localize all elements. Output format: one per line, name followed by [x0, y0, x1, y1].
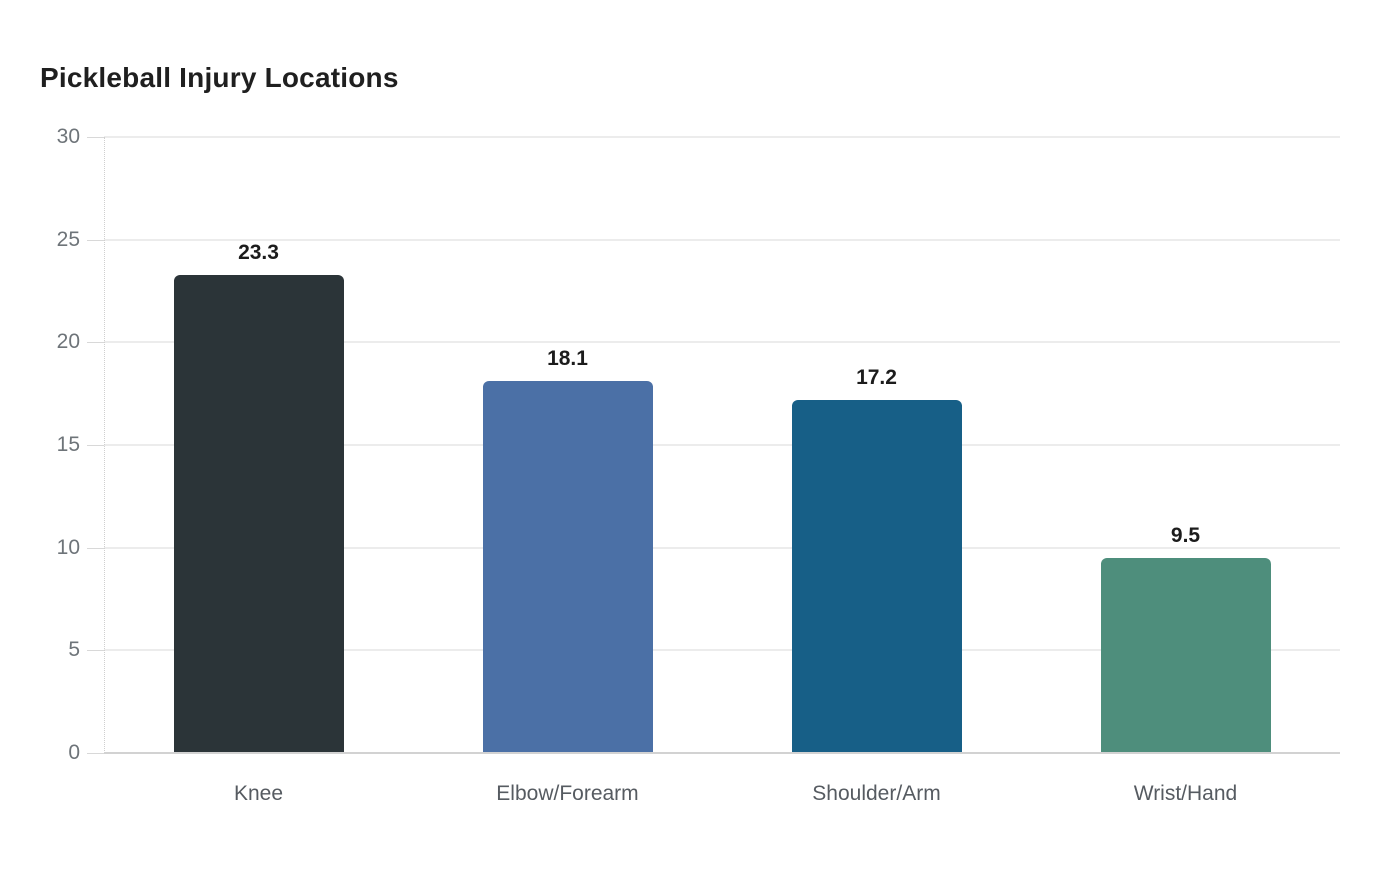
y-tick-label: 25 — [56, 227, 80, 251]
plot-area: 0 5 10 15 20 25 30 23.3 Knee 18.1 Elbow/Forearm 17.… — [57, 125, 1340, 805]
x-category-label: Shoulder/Arm — [812, 782, 941, 805]
bar-shoulder-arm — [791, 399, 962, 753]
y-axis-line — [104, 137, 105, 753]
y-axis-tick — [87, 547, 104, 549]
y-tick-label: 30 — [56, 125, 80, 148]
x-category-label: Wrist/Hand — [1133, 782, 1238, 805]
chart-title: Pickleball Injury Locations — [40, 62, 399, 93]
bar-value-label: 18.1 — [547, 347, 588, 371]
bar-wrist-hand — [1100, 557, 1271, 753]
gridline — [104, 341, 1340, 344]
y-axis-tick — [87, 445, 104, 446]
y-axis-tick — [87, 239, 104, 241]
bar-value-label: 23.3 — [238, 240, 279, 264]
bar-elbow-forearm — [482, 381, 653, 753]
gridline — [104, 238, 1340, 241]
gridline — [104, 444, 1340, 446]
x-axis-baseline — [104, 752, 1340, 754]
y-tick-label: 10 — [56, 535, 80, 559]
gridline — [104, 649, 1340, 652]
bar-knee — [173, 274, 344, 753]
y-tick-label: 5 — [68, 638, 80, 662]
y-axis-tick — [87, 137, 104, 138]
x-category-label: Elbow/Forearm — [496, 782, 639, 805]
y-tick-label: 20 — [56, 330, 80, 354]
bar-value-label: 17.2 — [856, 365, 897, 389]
y-tick-label: 15 — [56, 433, 80, 456]
x-category-label: Knee — [233, 782, 284, 805]
y-axis-tick — [87, 650, 104, 652]
y-axis-tick — [87, 342, 104, 344]
y-tick-label: 0 — [68, 741, 80, 764]
gridline — [104, 546, 1340, 549]
gridline — [104, 136, 1340, 138]
y-axis-tick — [87, 753, 104, 754]
bar-value-label: 9.5 — [1170, 523, 1201, 547]
